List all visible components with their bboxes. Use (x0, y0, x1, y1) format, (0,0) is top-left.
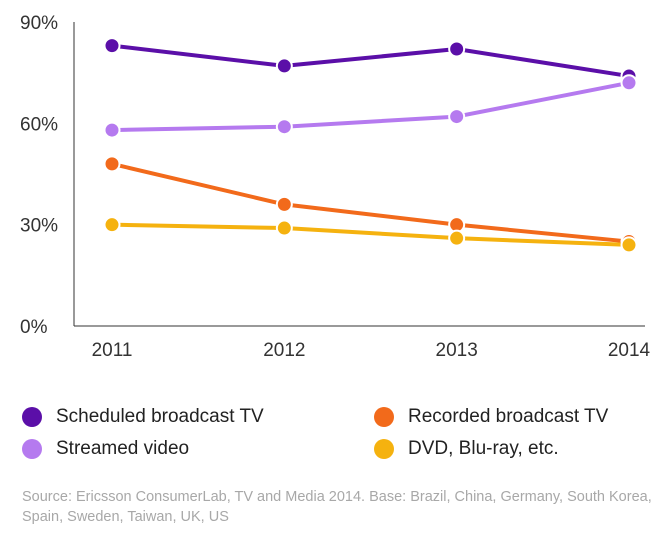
series-streamed-video (103, 74, 638, 139)
series-dvd-blu-ray-etc (103, 216, 638, 254)
y-tick-label: 30% (20, 216, 58, 237)
data-point (275, 57, 293, 75)
x-tick-label: 2011 (92, 340, 133, 361)
series-line (111, 222, 630, 247)
series-line (111, 43, 630, 79)
data-point (103, 121, 121, 139)
data-point (275, 219, 293, 237)
legend-swatch (22, 407, 42, 427)
series-line (111, 80, 630, 133)
data-point (103, 155, 121, 173)
data-point (103, 216, 121, 234)
series-scheduled-broadcast-tv (103, 37, 638, 85)
series-recorded-broadcast-tv (103, 155, 638, 251)
data-point (448, 40, 466, 58)
legend-label: Scheduled broadcast TV (56, 406, 264, 427)
data-point (620, 236, 638, 254)
y-tick-label: 60% (20, 114, 58, 135)
legend-label: Recorded broadcast TV (408, 406, 609, 427)
legend-label: DVD, Blu-ray, etc. (408, 438, 559, 459)
data-point (448, 108, 466, 126)
series-line (111, 161, 630, 244)
data-point (620, 74, 638, 92)
x-tick-label: 2014 (608, 340, 651, 361)
legend-label: Streamed video (56, 438, 190, 459)
data-point (103, 37, 121, 55)
y-axis-ticks: 0% 30% 60% 90% (20, 13, 58, 338)
legend: Scheduled broadcast TV Recorded broadcas… (0, 400, 664, 480)
x-tick-label: 2012 (263, 340, 305, 361)
x-tick-label: 2013 (436, 340, 478, 361)
source-note: Source: Ericsson ConsumerLab, TV and Med… (22, 489, 652, 525)
y-tick-label: 90% (20, 13, 58, 34)
y-tick-label: 0% (20, 317, 48, 338)
legend-item-recorded-broadcast-tv: Recorded broadcast TV (374, 406, 608, 428)
legend-item-dvd-bluray: DVD, Blu-ray, etc. (374, 438, 559, 460)
line-chart: 0% 30% 60% 90% 2011 2012 2013 2014 (20, 13, 651, 361)
legend-swatch (374, 407, 394, 427)
data-point (275, 195, 293, 213)
x-axis-ticks: 2011 2012 2013 2014 (92, 340, 651, 361)
legend-swatch (374, 439, 394, 459)
data-point (448, 229, 466, 247)
legend-item-scheduled-broadcast-tv: Scheduled broadcast TV (22, 406, 264, 428)
legend-swatch (22, 439, 42, 459)
data-point (275, 118, 293, 136)
series-layer (103, 37, 638, 254)
legend-item-streamed-video: Streamed video (22, 438, 189, 460)
